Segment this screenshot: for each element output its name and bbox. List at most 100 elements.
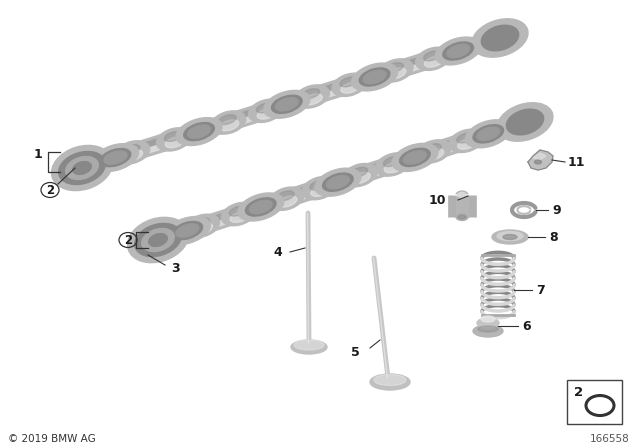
Ellipse shape bbox=[164, 132, 182, 142]
Ellipse shape bbox=[473, 125, 504, 143]
Ellipse shape bbox=[73, 162, 92, 174]
Ellipse shape bbox=[383, 157, 401, 167]
Ellipse shape bbox=[342, 164, 378, 187]
Ellipse shape bbox=[332, 73, 367, 96]
Text: 2: 2 bbox=[574, 385, 583, 399]
Ellipse shape bbox=[384, 162, 403, 173]
Ellipse shape bbox=[257, 108, 276, 119]
Ellipse shape bbox=[503, 234, 517, 240]
Ellipse shape bbox=[341, 82, 360, 93]
Text: 2: 2 bbox=[124, 233, 132, 246]
Ellipse shape bbox=[458, 138, 477, 149]
Text: 5: 5 bbox=[351, 345, 360, 358]
Ellipse shape bbox=[104, 151, 127, 164]
Ellipse shape bbox=[302, 177, 337, 200]
Text: © 2019 BMW AG: © 2019 BMW AG bbox=[8, 434, 96, 444]
Ellipse shape bbox=[66, 156, 99, 180]
Text: 3: 3 bbox=[171, 262, 179, 275]
Bar bbox=[456, 195, 468, 217]
Ellipse shape bbox=[148, 233, 167, 246]
Ellipse shape bbox=[123, 145, 140, 155]
Ellipse shape bbox=[399, 148, 430, 167]
Ellipse shape bbox=[456, 214, 468, 220]
Ellipse shape bbox=[211, 111, 246, 134]
Ellipse shape bbox=[141, 228, 174, 251]
Ellipse shape bbox=[386, 63, 403, 73]
Ellipse shape bbox=[415, 47, 451, 70]
Ellipse shape bbox=[374, 375, 406, 385]
Ellipse shape bbox=[230, 211, 249, 222]
Ellipse shape bbox=[424, 149, 444, 160]
Ellipse shape bbox=[220, 120, 239, 131]
Ellipse shape bbox=[458, 193, 466, 198]
Ellipse shape bbox=[193, 223, 212, 234]
Text: 11: 11 bbox=[568, 155, 586, 168]
Ellipse shape bbox=[424, 56, 444, 67]
Ellipse shape bbox=[456, 191, 468, 199]
Ellipse shape bbox=[351, 63, 397, 91]
Ellipse shape bbox=[403, 151, 426, 164]
Ellipse shape bbox=[59, 151, 106, 185]
Ellipse shape bbox=[457, 133, 474, 143]
Ellipse shape bbox=[172, 221, 203, 240]
Ellipse shape bbox=[248, 99, 284, 122]
Ellipse shape bbox=[229, 206, 246, 216]
Ellipse shape bbox=[351, 172, 371, 184]
Text: 6: 6 bbox=[522, 319, 531, 332]
Ellipse shape bbox=[506, 109, 543, 135]
Ellipse shape bbox=[188, 125, 211, 138]
Ellipse shape bbox=[291, 340, 327, 354]
Ellipse shape bbox=[323, 173, 353, 191]
Ellipse shape bbox=[165, 137, 184, 148]
Ellipse shape bbox=[497, 103, 553, 141]
Text: 7: 7 bbox=[536, 284, 545, 297]
Text: 1: 1 bbox=[34, 147, 42, 160]
Ellipse shape bbox=[52, 146, 113, 190]
Ellipse shape bbox=[264, 90, 310, 118]
Ellipse shape bbox=[370, 374, 410, 390]
Ellipse shape bbox=[176, 224, 199, 237]
Ellipse shape bbox=[303, 94, 323, 105]
Ellipse shape bbox=[473, 325, 503, 337]
Ellipse shape bbox=[257, 103, 274, 113]
Text: 2: 2 bbox=[46, 184, 54, 197]
Ellipse shape bbox=[278, 196, 297, 207]
Polygon shape bbox=[533, 153, 546, 160]
Ellipse shape bbox=[127, 217, 188, 263]
Ellipse shape bbox=[250, 200, 272, 214]
Ellipse shape bbox=[269, 187, 304, 211]
Text: 8: 8 bbox=[549, 231, 557, 244]
Ellipse shape bbox=[472, 19, 528, 57]
Ellipse shape bbox=[497, 232, 523, 241]
Bar bbox=[567, 380, 622, 424]
Ellipse shape bbox=[449, 129, 484, 153]
Ellipse shape bbox=[376, 153, 410, 176]
Ellipse shape bbox=[271, 95, 302, 113]
Ellipse shape bbox=[176, 118, 222, 146]
Ellipse shape bbox=[219, 115, 236, 125]
Ellipse shape bbox=[492, 230, 528, 244]
Ellipse shape bbox=[246, 198, 276, 216]
Ellipse shape bbox=[340, 77, 357, 87]
Ellipse shape bbox=[92, 144, 138, 172]
Ellipse shape bbox=[134, 224, 181, 257]
Ellipse shape bbox=[350, 167, 367, 177]
Text: 166558: 166558 bbox=[590, 434, 630, 444]
Ellipse shape bbox=[447, 44, 470, 58]
Ellipse shape bbox=[416, 140, 451, 163]
Ellipse shape bbox=[481, 316, 495, 322]
Ellipse shape bbox=[359, 68, 390, 86]
Ellipse shape bbox=[378, 59, 413, 82]
Ellipse shape bbox=[302, 89, 320, 99]
Ellipse shape bbox=[392, 143, 438, 172]
Polygon shape bbox=[528, 150, 553, 170]
Ellipse shape bbox=[465, 120, 511, 148]
Ellipse shape bbox=[184, 214, 220, 237]
Text: 4: 4 bbox=[273, 246, 282, 258]
Ellipse shape bbox=[435, 37, 481, 65]
Ellipse shape bbox=[315, 168, 361, 196]
Ellipse shape bbox=[477, 127, 500, 141]
Ellipse shape bbox=[387, 68, 406, 79]
Ellipse shape bbox=[221, 202, 256, 226]
Ellipse shape bbox=[100, 149, 131, 167]
